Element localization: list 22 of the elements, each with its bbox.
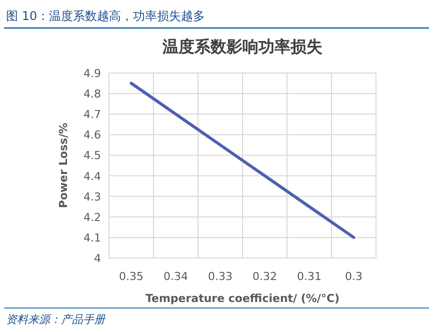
text: 资料来源：产品手册 xyxy=(6,313,106,326)
y-axis-title: Power Loss/% xyxy=(57,122,70,208)
chart-title: 图 10：温度系数越高，功率损失越多 xyxy=(6,9,206,23)
y-tick-label: 4.5 xyxy=(84,149,101,162)
y-tick-label: 4.4 xyxy=(84,170,101,183)
x-tick-label: 0.32 xyxy=(252,270,277,283)
x-tick-label: 0.31 xyxy=(297,270,322,283)
x-axis-title: Temperature coefficient/ (%/°C) xyxy=(145,292,340,305)
chart-subtitle: 温度系数影响功率损失 xyxy=(162,37,322,56)
y-tick-label: 4.2 xyxy=(84,210,101,224)
y-tick-label: 4.8 xyxy=(84,88,101,101)
x-tick-label: 0.34 xyxy=(164,270,188,283)
x-tick-label: 0.33 xyxy=(208,270,232,283)
x-tick-label: 0.3 xyxy=(345,270,362,283)
y-tick-label: 4.9 xyxy=(84,67,101,80)
y-tick-label: 4.6 xyxy=(84,128,101,142)
y-tick-label: 4.7 xyxy=(84,108,101,122)
y-tick-label: 4.1 xyxy=(84,231,101,244)
y-tick-label: 4 xyxy=(94,252,101,265)
y-tick-label: 4.3 xyxy=(84,190,101,204)
x-tick-label: 0.35 xyxy=(119,270,144,283)
line-series xyxy=(130,82,356,239)
